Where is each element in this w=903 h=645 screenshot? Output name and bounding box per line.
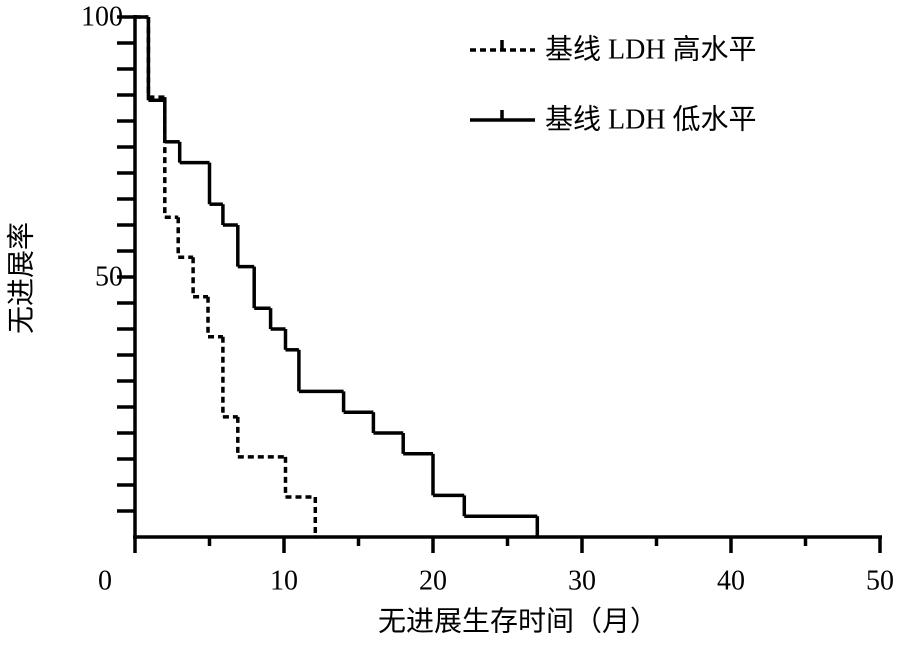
x-tick-label: 40 <box>717 565 745 596</box>
x-tick-label: 50 <box>866 565 894 596</box>
legend-label: 基线 LDH 高水平 <box>545 33 757 65</box>
x-tick-label: 20 <box>419 565 447 596</box>
x-tick-label: 30 <box>568 565 596 596</box>
x-tick-label: 0 <box>98 565 112 596</box>
x-axis-label: 无进展生存时间（月） <box>378 605 658 637</box>
y-axis-label: 无进展率 <box>5 222 37 334</box>
y-tick-label: 50 <box>95 261 123 292</box>
legend-label: 基线 LDH 低水平 <box>545 103 757 135</box>
x-tick-label: 10 <box>270 565 298 596</box>
y-tick-label: 100 <box>81 1 123 32</box>
